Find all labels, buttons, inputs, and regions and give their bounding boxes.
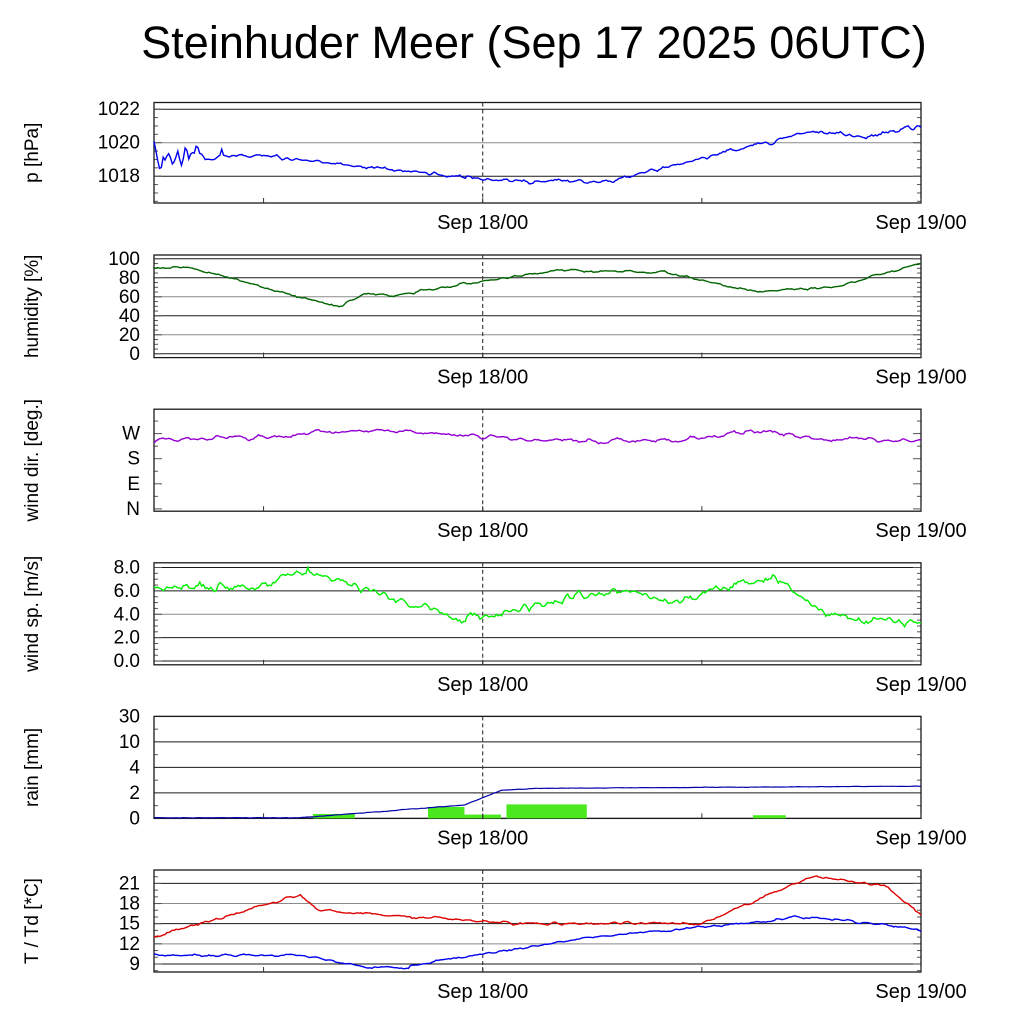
svg-text:0.0: 0.0 bbox=[114, 651, 140, 672]
svg-text:Sep 19/00: Sep 19/00 bbox=[875, 674, 966, 696]
svg-text:rain [mm]: rain [mm] bbox=[22, 728, 43, 807]
svg-text:Steinhuder Meer (Sep 17 2025 0: Steinhuder Meer (Sep 17 2025 06UTC) bbox=[141, 17, 926, 68]
svg-text:wind sp. [m/s]: wind sp. [m/s] bbox=[22, 556, 43, 673]
svg-text:80: 80 bbox=[119, 268, 140, 289]
svg-text:N: N bbox=[126, 499, 140, 520]
svg-text:Sep 19/00: Sep 19/00 bbox=[875, 367, 966, 389]
svg-text:Sep 18/00: Sep 18/00 bbox=[437, 674, 528, 696]
svg-text:Sep 19/00: Sep 19/00 bbox=[875, 981, 966, 1003]
svg-text:40: 40 bbox=[119, 306, 140, 327]
svg-text:Sep 19/00: Sep 19/00 bbox=[875, 520, 966, 542]
svg-text:4.0: 4.0 bbox=[114, 604, 140, 625]
svg-text:p [hPa]: p [hPa] bbox=[22, 123, 43, 183]
svg-text:Sep 18/00: Sep 18/00 bbox=[437, 520, 528, 542]
svg-text:9: 9 bbox=[129, 954, 140, 975]
svg-text:T / Td [*C]: T / Td [*C] bbox=[22, 878, 43, 964]
svg-text:1018: 1018 bbox=[98, 166, 140, 187]
svg-text:Sep 18/00: Sep 18/00 bbox=[437, 367, 528, 389]
svg-text:Sep 18/00: Sep 18/00 bbox=[437, 212, 528, 234]
svg-text:W: W bbox=[122, 424, 140, 445]
svg-text:4: 4 bbox=[129, 757, 140, 778]
svg-text:100: 100 bbox=[108, 249, 140, 270]
svg-text:humidity [%]: humidity [%] bbox=[22, 255, 43, 358]
svg-text:Sep 18/00: Sep 18/00 bbox=[437, 981, 528, 1003]
svg-text:2.0: 2.0 bbox=[114, 628, 140, 649]
svg-text:Sep 18/00: Sep 18/00 bbox=[437, 827, 528, 849]
svg-text:E: E bbox=[127, 474, 140, 495]
svg-text:1022: 1022 bbox=[98, 99, 140, 120]
svg-text:2: 2 bbox=[129, 783, 140, 804]
svg-text:Sep 19/00: Sep 19/00 bbox=[875, 827, 966, 849]
svg-text:6.0: 6.0 bbox=[114, 581, 140, 602]
svg-text:20: 20 bbox=[119, 325, 140, 346]
svg-text:60: 60 bbox=[119, 287, 140, 308]
svg-text:15: 15 bbox=[119, 914, 140, 935]
svg-text:21: 21 bbox=[119, 873, 140, 894]
svg-text:wind dir. [deg.]: wind dir. [deg.] bbox=[22, 399, 43, 523]
svg-text:18: 18 bbox=[119, 894, 140, 915]
svg-text:0: 0 bbox=[129, 808, 140, 829]
svg-text:12: 12 bbox=[119, 934, 140, 955]
svg-text:10: 10 bbox=[119, 732, 140, 753]
svg-text:Sep 19/00: Sep 19/00 bbox=[875, 212, 966, 234]
svg-text:0: 0 bbox=[129, 344, 140, 365]
svg-text:8.0: 8.0 bbox=[114, 557, 140, 578]
svg-text:S: S bbox=[127, 449, 140, 470]
svg-text:1020: 1020 bbox=[98, 133, 140, 154]
svg-text:30: 30 bbox=[119, 706, 140, 727]
